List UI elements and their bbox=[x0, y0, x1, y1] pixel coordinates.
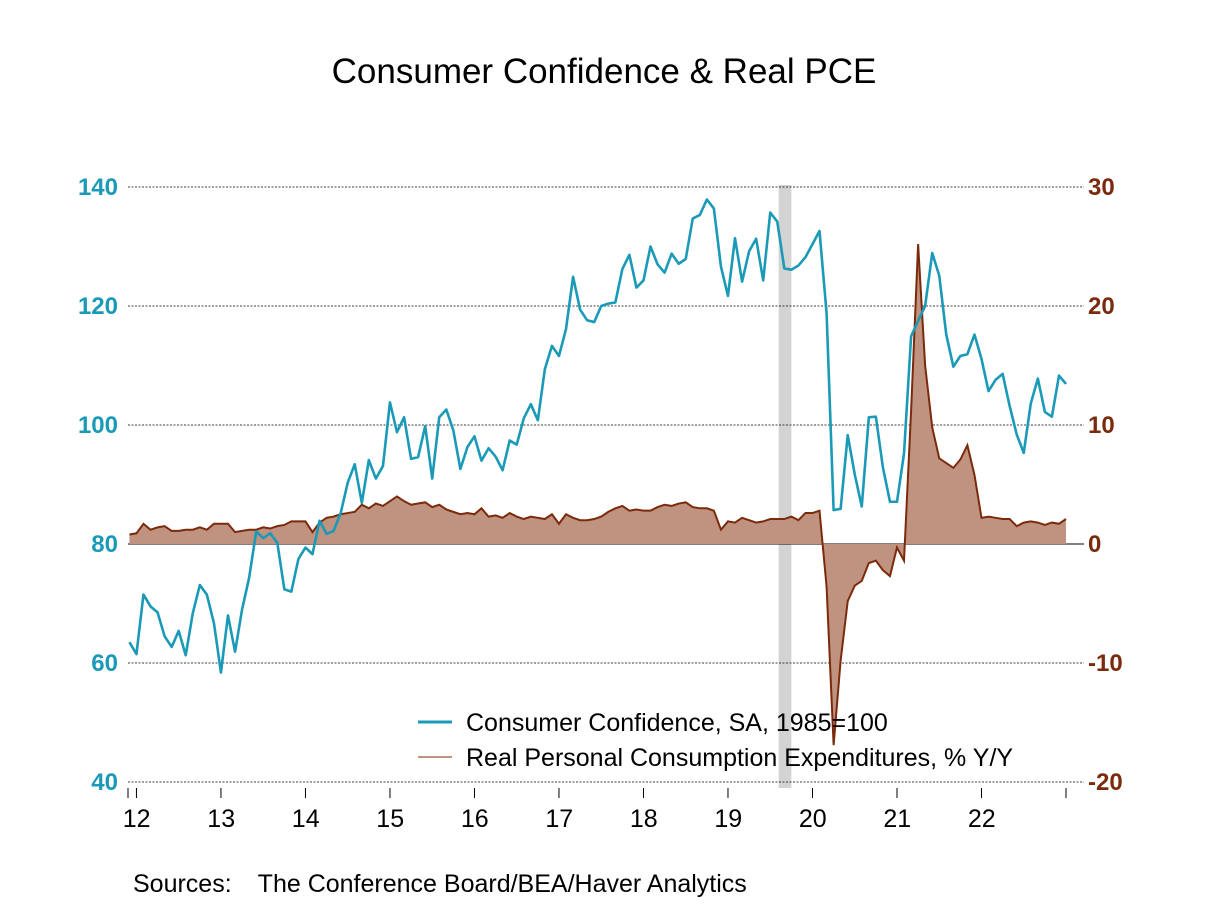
chart-title: Consumer Confidence & Real PCE bbox=[331, 52, 877, 91]
right-tick-label: -20 bbox=[1088, 769, 1123, 796]
left-tick-label: 40 bbox=[91, 769, 118, 796]
legend-label: Consumer Confidence, SA, 1985=100 bbox=[466, 709, 888, 737]
left-tick-label: 120 bbox=[78, 293, 118, 320]
left-tick-label: 140 bbox=[78, 174, 118, 201]
right-tick-label: 20 bbox=[1088, 293, 1115, 320]
x-tick-label: 22 bbox=[968, 805, 996, 833]
legend-label: Real Personal Consumption Expenditures, … bbox=[466, 744, 1013, 772]
x-tick-label: 12 bbox=[123, 805, 151, 833]
pce-area-layer bbox=[129, 244, 1066, 746]
confidence-line bbox=[128, 198, 1067, 674]
right-tick-label: -10 bbox=[1088, 650, 1123, 677]
right-tick-label: 30 bbox=[1088, 174, 1115, 201]
x-tick-label: 16 bbox=[461, 805, 489, 833]
pce-area bbox=[129, 244, 1066, 746]
source-note: Sources: The Conference Board/BEA/Haver A… bbox=[133, 870, 747, 899]
x-tick-label: 17 bbox=[545, 805, 573, 833]
series-lines-layer bbox=[128, 198, 1067, 746]
left-tick-label: 60 bbox=[91, 650, 118, 677]
x-tick-label: 13 bbox=[207, 805, 235, 833]
x-tick-label: 21 bbox=[883, 805, 911, 833]
pce-line bbox=[129, 244, 1067, 746]
right-tick-label: 10 bbox=[1088, 412, 1115, 439]
recession-bar bbox=[778, 185, 792, 788]
recession-layer bbox=[778, 185, 792, 788]
source-label: Sources: bbox=[133, 870, 232, 898]
right-tick-label: 0 bbox=[1088, 531, 1101, 558]
x-tick-label: 15 bbox=[376, 805, 404, 833]
x-tick-label: 14 bbox=[292, 805, 320, 833]
x-tick-label: 18 bbox=[630, 805, 658, 833]
left-tick-label: 80 bbox=[91, 531, 118, 558]
legend: Consumer Confidence, SA, 1985=100 Real Pe… bbox=[418, 709, 1013, 772]
x-tick-label: 20 bbox=[799, 805, 827, 833]
source-text: The Conference Board/BEA/Haver Analytics bbox=[257, 870, 747, 898]
x-tick-label: 19 bbox=[714, 805, 742, 833]
left-tick-label: 100 bbox=[78, 412, 118, 439]
